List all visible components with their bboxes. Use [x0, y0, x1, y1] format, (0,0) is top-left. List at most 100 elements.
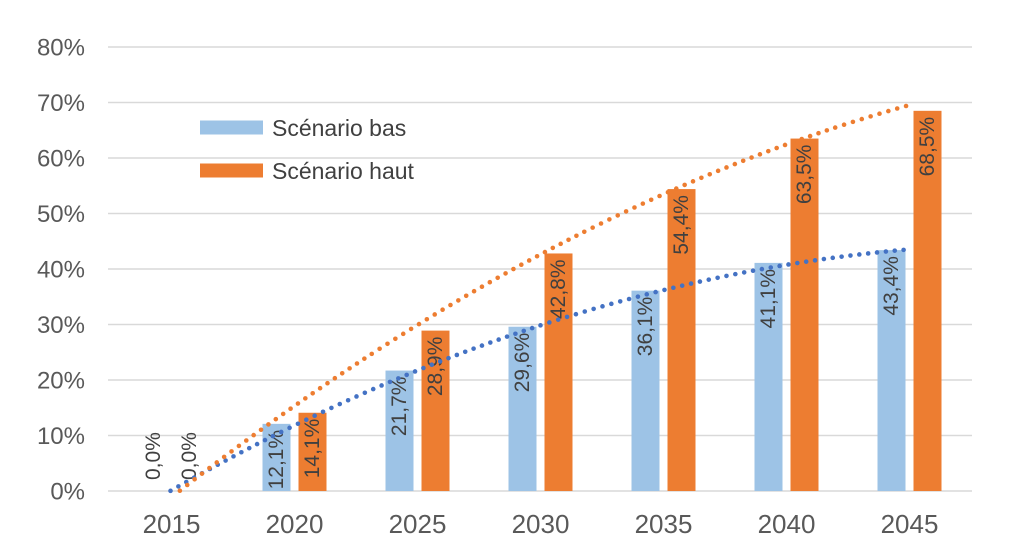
trend-dot-scenario-haut	[288, 406, 293, 411]
trend-dot-scenario-bas	[354, 394, 359, 399]
trend-dot-scenario-bas	[600, 304, 605, 309]
y-axis-tick-label: 40%	[37, 257, 85, 284]
trend-dot-scenario-haut	[408, 326, 414, 332]
trend-dot-scenario-bas	[653, 289, 658, 295]
trend-dot-scenario-haut	[632, 205, 637, 210]
trend-dot-scenario-bas	[246, 445, 252, 451]
trend-dot-scenario-bas	[609, 301, 614, 307]
bar-value-label-scenario-bas-2015: 0,0%	[142, 432, 165, 480]
trend-dot-scenario-bas	[479, 343, 485, 348]
trend-dot-scenario-haut	[707, 171, 713, 177]
trendline-scenario-haut	[177, 103, 909, 494]
trend-dot-scenario-bas	[830, 255, 836, 261]
trend-dot-scenario-haut	[495, 275, 500, 281]
trend-dot-scenario-bas	[626, 296, 632, 302]
trend-dot-scenario-haut	[765, 148, 771, 154]
trend-dot-scenario-haut	[456, 298, 461, 303]
x-axis-tick-label: 2045	[881, 509, 939, 539]
trend-dot-scenario-bas	[741, 270, 747, 275]
trend-dot-scenario-haut	[877, 111, 882, 116]
trend-dot-scenario-haut	[665, 189, 671, 195]
legend-item-scenario-haut: Scénario haut	[200, 158, 415, 184]
trend-dot-scenario-bas	[345, 397, 351, 403]
trend-dot-scenario-bas	[362, 390, 368, 396]
bar-value-label-scenario-bas-2020: 12,1%	[265, 430, 288, 490]
legend-label-scenario-bas: Scénario bas	[272, 115, 406, 141]
trend-dot-scenario-haut	[192, 476, 197, 482]
bar-value-label-scenario-bas-2025: 21,7%	[388, 377, 411, 437]
trend-dot-scenario-haut	[841, 122, 847, 128]
x-axis-tick-label: 2015	[143, 509, 201, 539]
trend-dot-scenario-haut	[416, 321, 422, 327]
trend-dot-scenario-bas	[295, 421, 301, 427]
trend-dot-scenario-haut	[868, 114, 873, 119]
trend-dot-scenario-bas	[573, 311, 579, 317]
bar-value-label-scenario-bas-2030: 29,6%	[511, 333, 534, 393]
trend-dot-scenario-haut	[791, 139, 796, 145]
trend-dot-scenario-bas	[320, 409, 326, 415]
trend-dot-scenario-bas	[582, 309, 588, 314]
trend-dot-scenario-bas	[239, 449, 244, 455]
trend-dot-scenario-bas	[454, 352, 460, 358]
trend-dot-scenario-haut	[607, 217, 612, 222]
bar-scenario-bas-2030	[508, 326, 537, 491]
trend-dot-scenario-haut	[740, 158, 746, 164]
trend-dot-scenario-bas	[176, 484, 181, 489]
trend-dot-scenario-haut	[385, 341, 390, 347]
trend-dot-scenario-haut	[251, 432, 256, 438]
trend-dot-scenario-haut	[393, 336, 398, 342]
trend-dot-scenario-haut	[280, 411, 286, 417]
trend-dot-scenario-bas	[883, 249, 889, 254]
trend-dot-scenario-bas	[865, 251, 871, 256]
trend-dot-scenario-haut	[574, 233, 579, 239]
trend-dot-scenario-haut	[432, 312, 438, 317]
gridlines	[108, 46, 972, 492]
y-axis-tick-label: 10%	[37, 423, 85, 450]
trend-dot-scenario-haut	[199, 471, 205, 476]
legend-swatch-scenario-haut	[200, 163, 263, 178]
trend-dot-scenario-bas	[379, 383, 384, 388]
trend-dot-scenario-bas	[901, 247, 906, 253]
trend-dot-scenario-haut	[690, 179, 696, 184]
trend-dot-scenario-bas	[462, 349, 468, 355]
trend-dot-scenario-haut	[471, 288, 477, 294]
trend-dot-scenario-bas	[750, 268, 756, 274]
bar-value-label-scenario-bas-2040: 41,1%	[757, 269, 780, 329]
trend-dot-scenario-bas	[304, 417, 309, 423]
trend-dot-scenario-haut	[369, 351, 375, 357]
trend-dot-scenario-haut	[339, 370, 345, 376]
trend-dot-scenario-bas	[254, 441, 260, 447]
trend-dot-scenario-haut	[682, 182, 687, 188]
x-axis-tick-label: 2040	[758, 509, 816, 539]
trend-dot-scenario-haut	[782, 142, 788, 148]
trend-dot-scenario-bas	[715, 275, 720, 281]
bar-value-label-scenario-haut-2045: 68,5%	[916, 117, 939, 177]
trend-dot-scenario-haut	[558, 241, 563, 247]
trend-dot-scenario-haut	[850, 119, 856, 125]
bar-scenario-bas-2025	[385, 370, 414, 491]
trend-dot-scenario-bas	[635, 294, 641, 299]
trend-dot-scenario-haut	[732, 161, 738, 167]
trend-dot-scenario-bas	[287, 425, 292, 431]
trend-dot-scenario-bas	[168, 488, 173, 494]
trend-dot-scenario-haut	[590, 225, 595, 230]
trend-dot-scenario-haut	[894, 106, 900, 111]
trend-dot-scenario-bas	[396, 376, 401, 381]
bar-scenario-haut-2020	[298, 412, 327, 491]
bar-value-label-scenario-haut-2030: 42,8%	[547, 259, 570, 319]
trend-dot-scenario-haut	[325, 380, 330, 386]
trend-dot-scenario-bas	[404, 372, 409, 378]
trend-dot-scenario-bas	[662, 287, 667, 293]
trend-dot-scenario-haut	[581, 229, 587, 235]
trend-dot-scenario-bas	[848, 253, 853, 258]
trend-dot-scenario-haut	[463, 293, 469, 299]
trend-dot-scenario-haut	[757, 152, 763, 157]
trend-dot-scenario-bas	[786, 262, 791, 267]
bar-value-label-scenario-haut-2020: 14,1%	[301, 419, 324, 479]
trend-dot-scenario-bas	[591, 306, 596, 312]
trend-dot-scenario-haut	[816, 130, 821, 136]
trend-dot-scenario-bas	[529, 325, 535, 331]
trend-dot-scenario-haut	[824, 128, 830, 133]
trend-dot-scenario-bas	[270, 433, 276, 439]
